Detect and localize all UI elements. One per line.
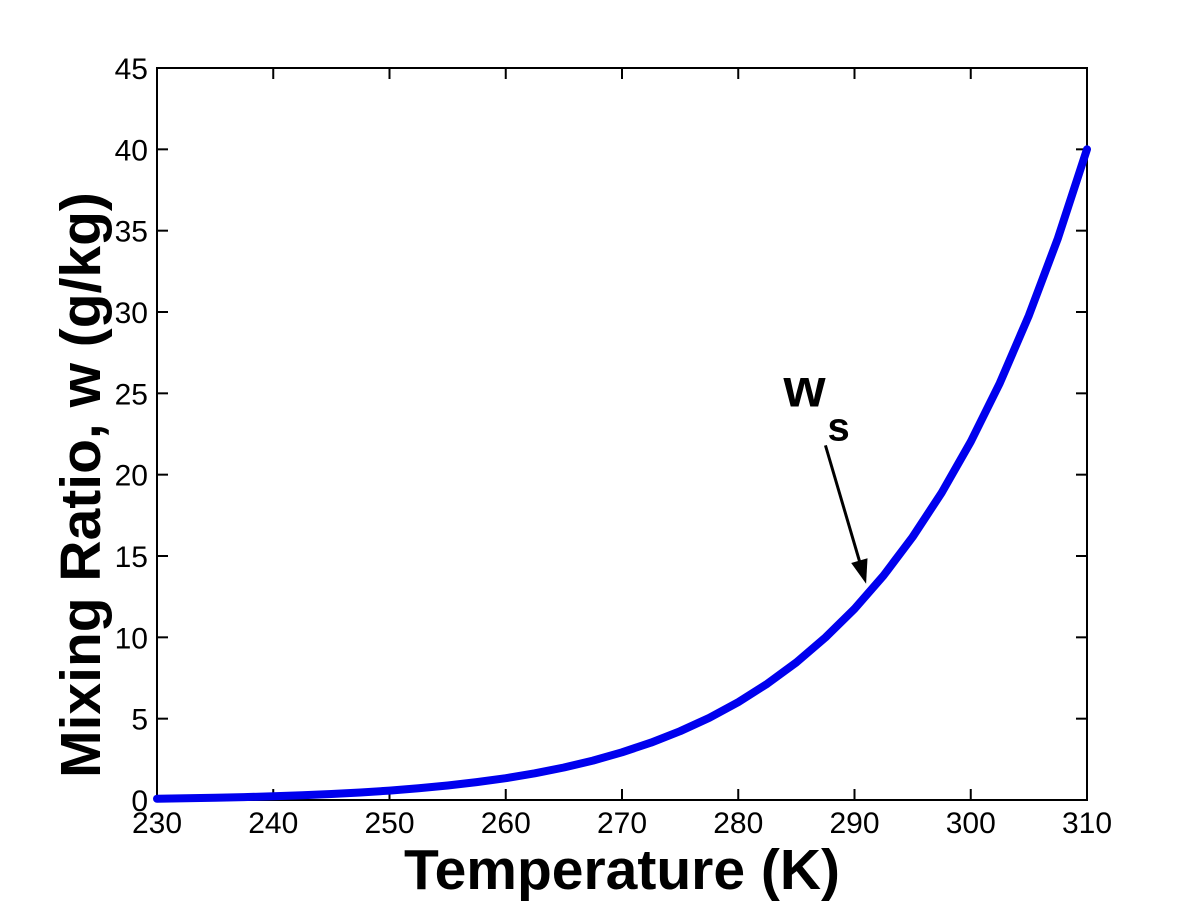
x-axis-label: Temperature (K) (404, 838, 840, 901)
x-tick-label: 260 (481, 807, 531, 840)
y-tick-label: 10 (115, 622, 148, 655)
x-tick-label: 290 (829, 807, 879, 840)
y-tick-label: 45 (115, 53, 148, 86)
saturation-mixing-ratio-curve (153, 145, 1091, 803)
y-tick-label: 20 (115, 460, 148, 493)
x-tick-label: 270 (597, 807, 647, 840)
y-tick-label: 0 (131, 785, 148, 818)
annotation-arrowhead-icon (851, 558, 868, 584)
axis-ticks (156, 67, 1088, 801)
annotation-subscript: s (828, 405, 850, 449)
y-tick-labels: 0 5 10 15 20 25 30 35 40 45 (115, 53, 148, 818)
x-tick-label: 280 (713, 807, 763, 840)
x-tick-label: 300 (946, 807, 996, 840)
y-tick-label: 5 (131, 704, 148, 737)
y-tick-label: 40 (115, 134, 148, 167)
y-tick-label: 25 (115, 378, 148, 411)
y-tick-label: 15 (115, 541, 148, 574)
x-tick-label: 230 (132, 807, 182, 840)
annotation-arrow-line (823, 444, 865, 573)
annotation-label: w (783, 358, 827, 418)
x-tick-label: 250 (364, 807, 414, 840)
y-axis-label: Mixing Ratio, w (g/kg) (49, 192, 113, 778)
x-tick-label: 310 (1062, 807, 1112, 840)
x-tick-labels: 230 240 250 260 270 280 290 300 310 (132, 807, 1112, 840)
y-tick-label: 30 (115, 297, 148, 330)
x-tick-label: 240 (248, 807, 298, 840)
ws-annotation: w s (783, 358, 868, 584)
plot-area (156, 67, 1088, 801)
y-tick-label: 35 (115, 216, 148, 249)
